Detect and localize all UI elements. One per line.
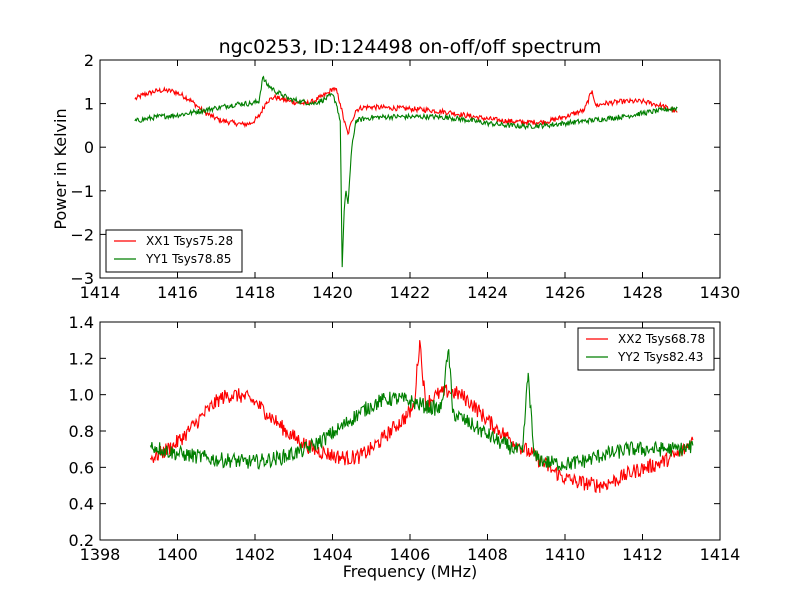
top-x-tick-label: 1428 xyxy=(622,283,663,302)
top-x-tick-label: 1416 xyxy=(157,283,198,302)
top-x-tick-label: 1418 xyxy=(235,283,276,302)
top-panel: 1414 1416 1418 1420 1422 1424 1426 1428 1430 −3 −2… xyxy=(51,51,740,302)
bottom-x-tick-label: 1410 xyxy=(545,545,586,564)
bottom-panel: 1398 1400 1402 1404 1406 1408 1410 1412 1414 0.2 0… xyxy=(69,313,741,581)
top-y-tick-label: 1 xyxy=(84,95,94,114)
top-x-tick-label: 1430 xyxy=(700,283,741,302)
bottom-series-line-2 xyxy=(149,349,694,472)
bottom-y-tick-label: 1.4 xyxy=(69,313,94,332)
top-legend: XX1 Tsys75.28 YY1 Tsys78.85 xyxy=(105,229,243,273)
top-y-tick-label: −2 xyxy=(70,225,94,244)
bottom-y-tick-label: 1.0 xyxy=(69,386,94,405)
bottom-x-axis-label: Frequency (MHz) xyxy=(343,562,477,581)
top-series-line-2 xyxy=(134,75,678,268)
bottom-x-tick-label: 1406 xyxy=(390,545,431,564)
bottom-series-line-1 xyxy=(149,340,694,494)
bottom-y-tick-label: 0.6 xyxy=(69,458,94,477)
bottom-x-tick-label: 1412 xyxy=(622,545,663,564)
top-y-tick-label: 0 xyxy=(84,138,94,157)
bottom-x-tick-label: 1400 xyxy=(157,545,198,564)
bottom-y-tick-label: 0.2 xyxy=(69,531,94,550)
bottom-y-tick-label: 0.8 xyxy=(69,422,94,441)
bottom-series-group xyxy=(149,340,694,494)
bottom-x-tick-label: 1414 xyxy=(700,545,741,564)
bottom-legend: XX2 Tsys68.78 YY2 Tsys82.43 xyxy=(577,327,715,371)
bottom-ticks-group: 1398 1400 1402 1404 1406 1408 1410 1412 1414 0.2 0… xyxy=(69,313,741,564)
bottom-x-tick-label: 1408 xyxy=(467,545,508,564)
top-y-tick-label: −1 xyxy=(70,182,94,201)
bottom-legend-box xyxy=(577,327,715,371)
top-legend-label-xx1: XX1 Tsys75.28 xyxy=(146,234,233,248)
top-legend-label-yy1: YY1 Tsys78.85 xyxy=(145,252,231,266)
bottom-x-tick-label: 1404 xyxy=(312,545,353,564)
bottom-y-tick-label: 0.4 xyxy=(69,495,94,514)
top-x-tick-label: 1422 xyxy=(390,283,431,302)
top-x-tick-label: 1414 xyxy=(80,283,121,302)
chart-title: ngc0253, ID:124498 on-off/off spectrum xyxy=(219,36,602,58)
bottom-legend-label-xx2: XX2 Tsys68.78 xyxy=(618,332,705,346)
top-ticks-group: 1414 1416 1418 1420 1422 1424 1426 1428 1430 −3 −2… xyxy=(70,51,740,302)
bottom-y-tick-label: 1.2 xyxy=(69,349,94,368)
bottom-legend-label-yy2: YY2 Tsys82.43 xyxy=(617,350,703,364)
bottom-x-tick-label: 1402 xyxy=(235,545,276,564)
top-x-tick-label: 1420 xyxy=(312,283,353,302)
bottom-x-tick-label: 1398 xyxy=(80,545,121,564)
top-x-tick-label: 1426 xyxy=(545,283,586,302)
top-legend-box xyxy=(105,229,243,273)
top-y-tick-label: −3 xyxy=(70,269,94,288)
top-y-tick-label: 2 xyxy=(84,51,94,70)
top-series-group xyxy=(134,75,678,268)
top-x-tick-label: 1424 xyxy=(467,283,508,302)
top-y-axis-label: Power in Kelvin xyxy=(51,108,70,229)
top-series-line-1 xyxy=(134,86,678,136)
